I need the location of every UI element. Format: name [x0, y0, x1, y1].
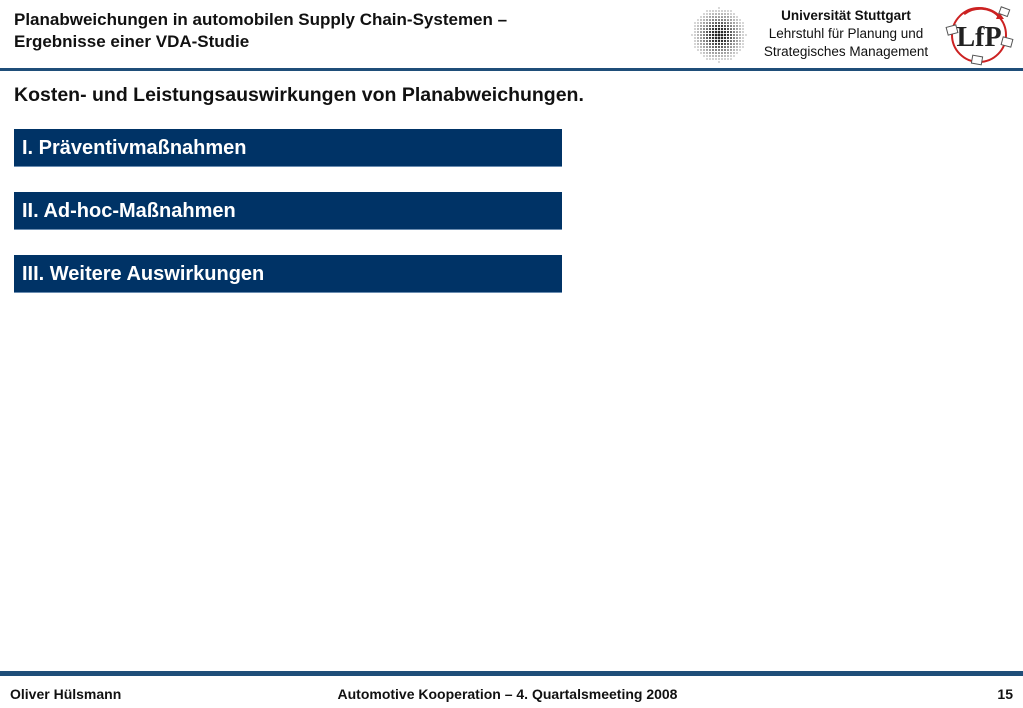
slide-title-line-2: Ergebnisse einer VDA-Studie — [14, 32, 250, 51]
slide-title: Planabweichungen in automobilen Supply C… — [14, 9, 654, 53]
footer-page-number: 15 — [997, 686, 1013, 702]
lfp-logo-letters: LfP — [956, 22, 1001, 53]
footer-author: Oliver Hülsmann — [10, 686, 122, 702]
section-bar-weitere-auswirkungen: III. Weitere Auswirkungen — [14, 255, 562, 293]
chair-name-line-2: Strategisches Management — [763, 44, 929, 59]
section-bar-praeventivmassnahmen: I. Präventivmaßnahmen — [14, 129, 562, 167]
footer-event: Automotive Kooperation – 4. Quartalsmeet… — [337, 686, 678, 702]
header-divider — [0, 68, 1023, 71]
lfp-logo-icon: LfP — [945, 6, 1014, 66]
section-bar-ad-hoc-massnahmen: II. Ad-hoc-Maßnahmen — [14, 192, 562, 230]
university-seal-icon — [691, 7, 747, 63]
footer-divider — [0, 671, 1023, 676]
slide-subtitle: Kosten- und Leistungsauswirkungen von Pl… — [14, 84, 584, 106]
university-name: Universität Stuttgart — [781, 8, 911, 23]
slide-title-line-1: Planabweichungen in automobilen Supply C… — [14, 10, 508, 29]
chair-name-line-1: Lehrstuhl für Planung und — [768, 26, 924, 41]
university-block: Universität Stuttgart Lehrstuhl für Plan… — [748, 7, 944, 61]
